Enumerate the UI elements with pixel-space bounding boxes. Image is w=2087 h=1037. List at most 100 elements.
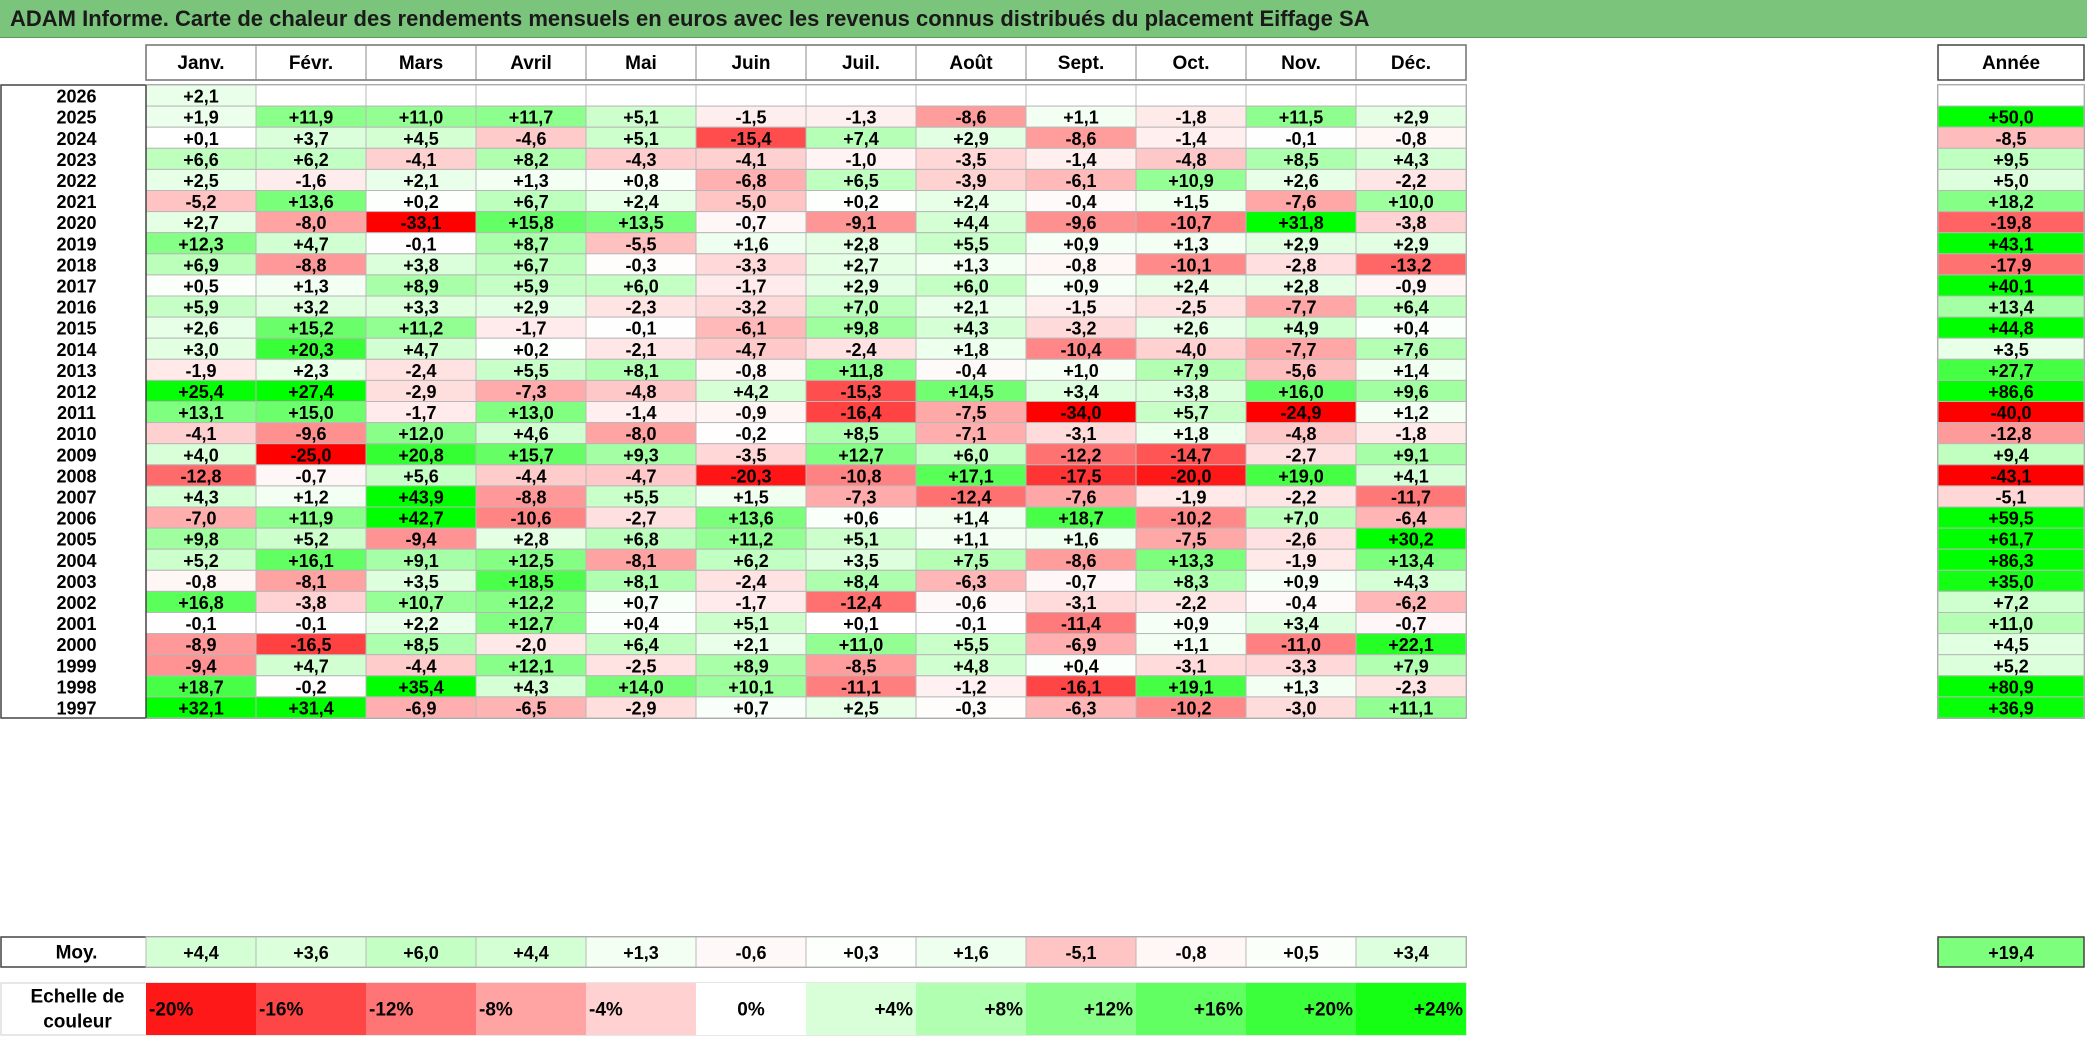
heat-value: +0,7	[733, 698, 769, 718]
heat-value: +6,9	[183, 255, 219, 275]
year-label-2001: 2001	[56, 614, 96, 634]
scale-stop-label: -12%	[369, 1000, 413, 1021]
heat-value: -0,2	[735, 424, 766, 444]
heat-value: +8,4	[843, 572, 879, 592]
heat-value: +0,4	[1393, 319, 1429, 339]
annual-value: +9,4	[1993, 445, 2029, 465]
heat-value: +10,9	[1168, 171, 1214, 191]
heat-value: +14,0	[618, 677, 664, 697]
heat-value: +13,3	[1168, 551, 1214, 571]
heat-value: +10,1	[728, 677, 774, 697]
heat-value: -8,1	[295, 572, 326, 592]
heat-value: -2,0	[515, 635, 546, 655]
heat-value: +2,4	[1173, 276, 1209, 296]
heat-value: -0,1	[1285, 129, 1316, 149]
heat-value: -16,4	[840, 403, 881, 423]
heat-value: +5,7	[1173, 403, 1209, 423]
annual-value: +80,9	[1988, 677, 2034, 697]
annual-value: +9,5	[1993, 150, 2029, 170]
heat-value: -2,5	[1175, 298, 1206, 318]
average-cell	[1025, 936, 1137, 968]
heat-value: +22,1	[1388, 635, 1434, 655]
heat-value: -1,9	[1175, 487, 1206, 507]
heat-value: +11,9	[289, 509, 334, 529]
heat-value: -6,4	[1395, 509, 1426, 529]
heat-value: -1,0	[845, 150, 876, 170]
scale-stop-label: +4%	[874, 1000, 913, 1021]
heat-value: -3,0	[1285, 698, 1316, 718]
heat-value: -3,1	[1065, 593, 1096, 613]
heat-value: +13,6	[728, 509, 774, 529]
heat-value: +6,7	[513, 255, 549, 275]
heat-value: -0,7	[1065, 572, 1096, 592]
heat-value: +11,2	[399, 319, 444, 339]
heat-value: +7,0	[843, 298, 879, 318]
heat-value: +8,9	[403, 276, 439, 296]
heat-value: +3,5	[403, 572, 439, 592]
heat-value: +5,6	[403, 466, 439, 486]
heat-value: +3,7	[293, 129, 329, 149]
heat-value: +2,1	[403, 171, 439, 191]
heat-value: -0,1	[405, 234, 436, 254]
heat-value: +5,2	[293, 530, 329, 550]
scale-swatch	[916, 983, 1026, 1035]
annual-value: +27,7	[1988, 361, 2034, 381]
heat-value: +3,8	[403, 255, 439, 275]
year-label-2011: 2011	[57, 403, 96, 423]
heat-value: -11,4	[1061, 614, 1101, 634]
heat-value: +42,7	[398, 509, 444, 529]
heat-value: +4,7	[293, 656, 329, 676]
scale-swatch	[806, 983, 916, 1035]
heat-value: +20,3	[288, 340, 334, 360]
heat-value: +14,5	[948, 382, 994, 402]
heat-value: -4,1	[405, 150, 436, 170]
annual-value: +5,0	[1993, 171, 2029, 191]
heat-value: +0,2	[513, 340, 549, 360]
heat-value: +6,5	[843, 171, 879, 191]
annual-value: +18,2	[1988, 192, 2034, 212]
heat-value: +9,3	[623, 445, 659, 465]
average-value: -0,8	[1175, 943, 1206, 963]
year-label-2014: 2014	[56, 340, 96, 360]
month-header-9: Sept.	[1058, 53, 1104, 74]
heat-value: -1,4	[625, 403, 656, 423]
heat-value: +16,8	[178, 593, 224, 613]
heat-value: +0,4	[623, 614, 659, 634]
annual-header: Année	[1982, 53, 2040, 74]
heat-value: -7,1	[955, 424, 986, 444]
heat-value: -0,2	[295, 677, 326, 697]
heat-value: +11,7	[509, 108, 554, 128]
heat-value: -1,3	[845, 108, 876, 128]
annual-value: +13,4	[1988, 298, 2034, 318]
heat-value: -9,1	[845, 213, 876, 233]
annual-value: +35,0	[1988, 572, 2034, 592]
heat-value: -2,4	[845, 340, 876, 360]
heat-value: -1,4	[1065, 150, 1096, 170]
heat-value: +5,5	[623, 487, 659, 507]
heat-value: -12,4	[840, 593, 881, 613]
annual-value: +11,0	[1989, 614, 2034, 634]
heat-cell	[1355, 84, 1467, 107]
heat-value: +17,1	[948, 466, 994, 486]
heat-value: +2,2	[403, 614, 439, 634]
heat-value: -5,6	[1285, 361, 1316, 381]
heat-cell	[365, 84, 477, 107]
year-label-2006: 2006	[56, 509, 96, 529]
year-label-1998: 1998	[56, 677, 96, 697]
annual-value: +44,8	[1988, 319, 2034, 339]
heat-value: +1,6	[733, 234, 769, 254]
heat-value: +0,9	[1063, 276, 1099, 296]
heat-value: +1,3	[1173, 234, 1209, 254]
annual-value: +59,5	[1988, 509, 2034, 529]
heat-cell	[1355, 696, 1467, 719]
scale-swatch	[696, 983, 806, 1035]
heat-value: -3,2	[735, 298, 766, 318]
scale-stop-label: +20%	[1304, 1000, 1353, 1021]
heat-value: -3,1	[1175, 656, 1206, 676]
heat-value: +6,0	[953, 276, 989, 296]
heat-value: +4,4	[953, 213, 989, 233]
heat-value: -6,9	[1065, 635, 1096, 655]
heat-value: +1,3	[513, 171, 549, 191]
heat-value: +1,3	[1283, 677, 1319, 697]
